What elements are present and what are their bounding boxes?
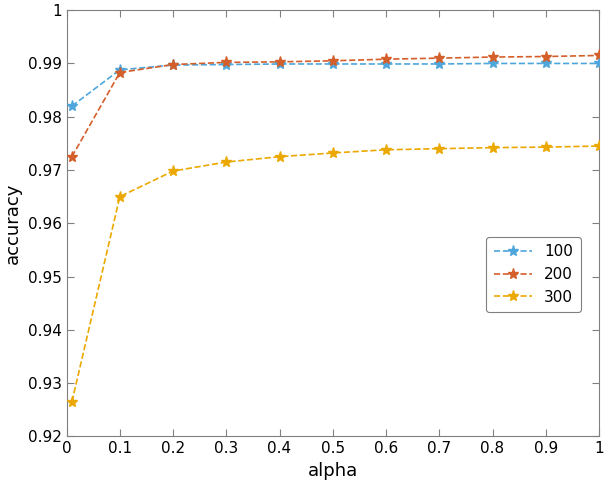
200 bbox=[436, 55, 443, 61]
300 bbox=[382, 147, 390, 152]
200 bbox=[382, 56, 390, 62]
300 bbox=[489, 145, 496, 151]
100 bbox=[436, 61, 443, 67]
200 bbox=[68, 154, 75, 160]
300 bbox=[542, 144, 550, 150]
200 bbox=[116, 70, 123, 76]
100 bbox=[382, 61, 390, 67]
100 bbox=[276, 61, 283, 67]
200 bbox=[223, 60, 230, 65]
300 bbox=[223, 159, 230, 165]
200 bbox=[542, 54, 550, 60]
100 bbox=[542, 60, 550, 66]
100 bbox=[223, 61, 230, 67]
100 bbox=[116, 67, 123, 73]
300 bbox=[68, 399, 75, 405]
200 bbox=[595, 53, 603, 59]
300 bbox=[436, 146, 443, 151]
200 bbox=[170, 61, 177, 67]
100 bbox=[489, 60, 496, 66]
200 bbox=[276, 59, 283, 65]
300 bbox=[116, 194, 123, 199]
300 bbox=[595, 143, 603, 149]
100 bbox=[595, 60, 603, 66]
X-axis label: alpha: alpha bbox=[308, 462, 358, 480]
200 bbox=[329, 58, 336, 64]
100 bbox=[170, 62, 177, 68]
100 bbox=[68, 103, 75, 109]
100 bbox=[329, 61, 336, 67]
300 bbox=[329, 150, 336, 156]
Line: 100: 100 bbox=[66, 58, 604, 112]
Line: 200: 200 bbox=[66, 50, 604, 162]
300 bbox=[170, 168, 177, 174]
Y-axis label: accuracy: accuracy bbox=[4, 182, 22, 264]
300 bbox=[276, 154, 283, 160]
Legend: 100, 200, 300: 100, 200, 300 bbox=[486, 237, 581, 312]
Line: 300: 300 bbox=[66, 140, 604, 408]
200 bbox=[489, 54, 496, 60]
